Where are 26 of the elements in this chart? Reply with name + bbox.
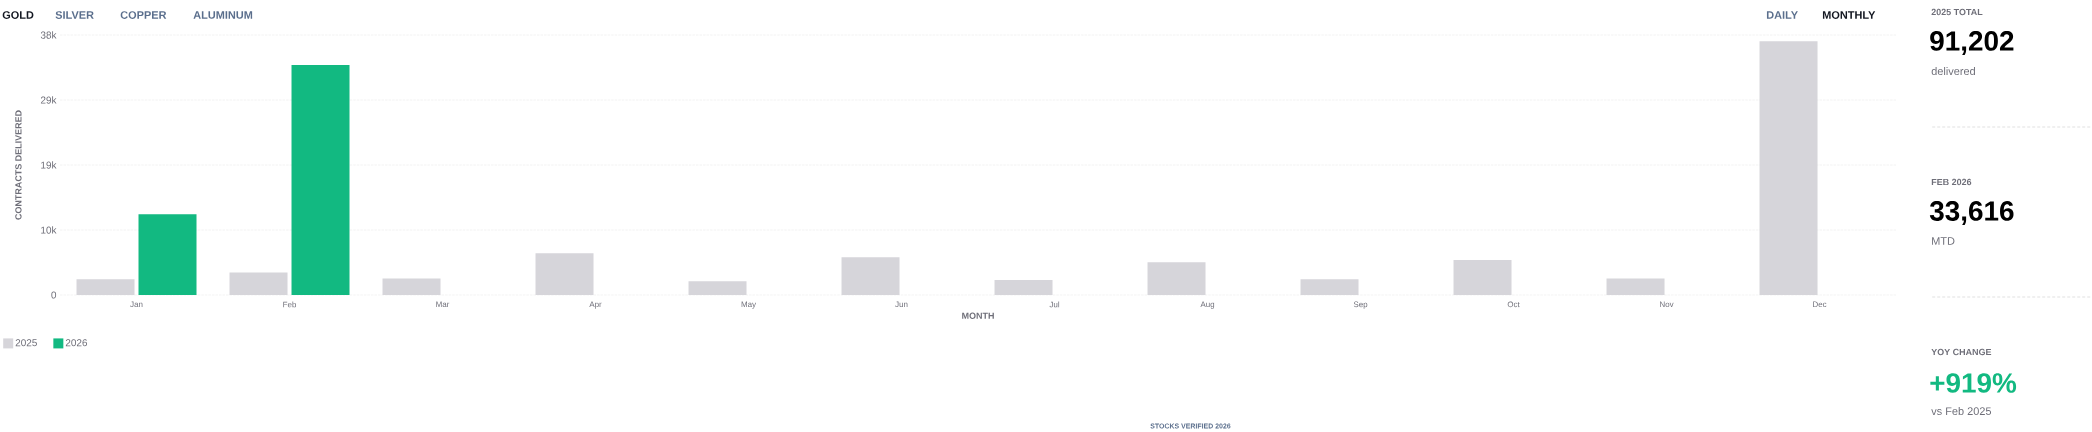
legend-label: 2025 (15, 339, 37, 347)
text: MTD (1932, 237, 1955, 245)
y-tick-label: 10k (41, 226, 57, 234)
text: 33,616 (1929, 201, 2014, 225)
x-axis-title: MONTH (962, 312, 994, 319)
y-tick-label: 19k (41, 161, 57, 169)
text: ALUMINUM (193, 11, 253, 19)
bar (138, 214, 197, 295)
text: vs Feb 2025 (1931, 406, 1992, 416)
text: 91,202 (1930, 31, 2014, 55)
text: delivered (1931, 66, 1975, 76)
y-axis-title: CONTRACTS DELIVERED (15, 110, 22, 220)
text: FEB 2026 (1931, 178, 1972, 186)
text: COPPER (120, 11, 167, 19)
text: 2025 TOTAL (1931, 8, 1983, 16)
text: DAILY (1766, 11, 1798, 19)
y-tick-label: 0 (51, 291, 57, 299)
y-tick-label: 38k (40, 31, 57, 39)
text: MONTHLY (1822, 11, 1876, 19)
y-tick-label: 29k (40, 96, 57, 104)
text: YOY CHANGE (1931, 348, 1992, 356)
text: SILVER (55, 11, 94, 19)
legend-label: 2026 (65, 339, 88, 347)
text: +919% (1930, 373, 2017, 393)
text: GOLD (2, 11, 34, 19)
bar (291, 65, 350, 295)
